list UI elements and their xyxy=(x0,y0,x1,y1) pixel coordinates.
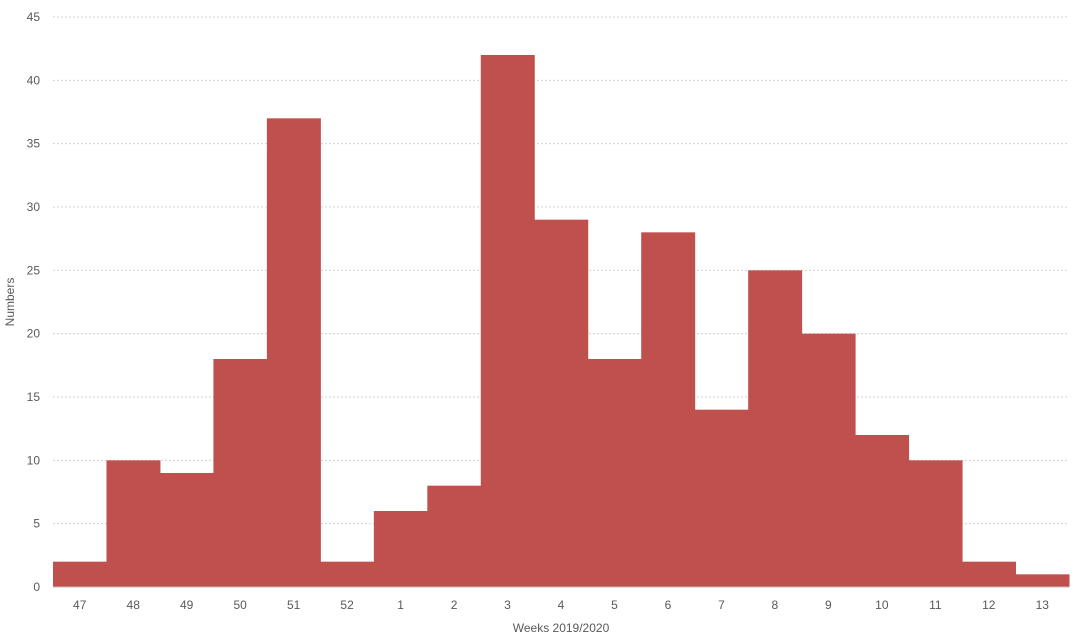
bar-week-13 xyxy=(1015,574,1070,587)
x-tick-label: 13 xyxy=(1036,598,1050,612)
bar-week-2 xyxy=(427,485,482,587)
x-tick-label: 7 xyxy=(718,598,725,612)
bar-week-7 xyxy=(694,409,749,587)
x-tick-label: 6 xyxy=(665,598,672,612)
bar-week-51 xyxy=(266,118,321,587)
x-tick-labels: 47 48 49 50 51 52 1 2 3 4 5 6 7 8 9 10 11 12 13 xyxy=(73,598,1049,612)
y-tick-label: 0 xyxy=(33,580,40,594)
bar-week-6 xyxy=(641,232,696,588)
x-tick-label: 51 xyxy=(287,598,301,612)
y-tick-label: 30 xyxy=(27,200,41,214)
bar-week-8 xyxy=(748,270,803,587)
x-tick-label: 2 xyxy=(451,598,458,612)
bar-week-9 xyxy=(801,333,856,587)
y-tick-label: 35 xyxy=(27,137,41,151)
bar-week-4 xyxy=(534,219,589,587)
bars xyxy=(53,55,1070,588)
bar-week-5 xyxy=(587,359,642,587)
y-tick-labels: 0 5 10 15 20 25 30 35 40 45 xyxy=(27,10,41,594)
bar-week-10 xyxy=(855,435,910,587)
x-tick-label: 48 xyxy=(127,598,141,612)
x-tick-label: 12 xyxy=(982,598,996,612)
bar-week-49 xyxy=(159,473,214,587)
bar-week-48 xyxy=(106,460,161,587)
bar-week-12 xyxy=(962,561,1017,587)
x-tick-label: 52 xyxy=(340,598,354,612)
x-tick-label: 10 xyxy=(875,598,889,612)
bar-week-52 xyxy=(320,561,375,587)
y-axis-title: Numbers xyxy=(3,278,17,327)
y-tick-label: 40 xyxy=(27,73,41,87)
bar-week-11 xyxy=(908,460,963,587)
x-tick-label: 8 xyxy=(772,598,779,612)
x-tick-label: 50 xyxy=(233,598,247,612)
x-tick-label: 5 xyxy=(611,598,618,612)
x-tick-label: 9 xyxy=(825,598,832,612)
x-tick-label: 11 xyxy=(929,598,942,612)
x-tick-label: 47 xyxy=(73,598,87,612)
y-tick-label: 20 xyxy=(27,327,41,341)
x-tick-label: 49 xyxy=(180,598,194,612)
x-tick-label: 1 xyxy=(397,598,404,612)
y-tick-label: 25 xyxy=(27,263,41,277)
x-axis-title: Weeks 2019/2020 xyxy=(513,621,610,635)
y-tick-label: 15 xyxy=(27,390,41,404)
x-tick-label: 4 xyxy=(558,598,565,612)
bar-week-47 xyxy=(53,561,107,587)
bar-week-3 xyxy=(480,55,535,587)
x-tick-label: 3 xyxy=(504,598,511,612)
y-tick-label: 10 xyxy=(27,453,41,467)
bar-week-50 xyxy=(213,359,268,587)
y-tick-label: 45 xyxy=(27,10,41,24)
bar-week-1 xyxy=(373,511,428,587)
y-tick-label: 5 xyxy=(33,517,40,531)
